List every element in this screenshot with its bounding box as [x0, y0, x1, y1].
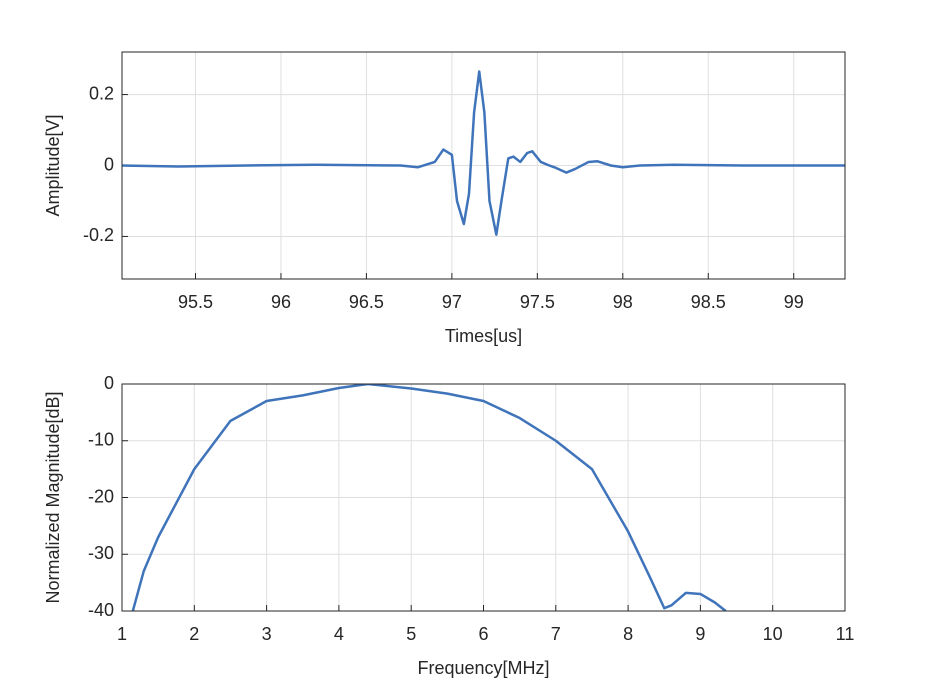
x-tick-label: 95.5: [178, 292, 213, 312]
x-tick-label: 3: [262, 624, 272, 644]
y-tick-label: -40: [88, 600, 114, 620]
data-line: [131, 384, 727, 611]
y-tick-label: -20: [88, 486, 114, 506]
data-line: [122, 70, 845, 236]
x-tick-label: 7: [551, 624, 561, 644]
y-tick-label: -0.2: [83, 225, 114, 245]
x-tick-label: 98: [613, 292, 633, 312]
x-tick-label: 1: [117, 624, 127, 644]
x-tick-label: 97.5: [520, 292, 555, 312]
x-tick-label: 6: [478, 624, 488, 644]
x-tick-label: 2: [189, 624, 199, 644]
x-tick-label: 10: [763, 624, 783, 644]
x-tick-label: 96: [271, 292, 291, 312]
x-tick-label: 5: [406, 624, 416, 644]
y-tick-label: -30: [88, 543, 114, 563]
x-tick-label: 4: [334, 624, 344, 644]
x-tick-label: 97: [442, 292, 462, 312]
y-tick-label: 0.2: [89, 83, 114, 103]
axes-box: [121, 51, 846, 280]
x-tick-label: 9: [695, 624, 705, 644]
x-axis-label: Times[us]: [445, 326, 522, 346]
x-axis-label: Frequency[MHz]: [417, 658, 549, 678]
x-tick-label: 11: [836, 624, 855, 644]
x-tick-label: 98.5: [691, 292, 726, 312]
y-tick-label: 0: [104, 154, 114, 174]
x-tick-label: 8: [623, 624, 633, 644]
y-tick-label: -10: [88, 430, 114, 450]
x-tick-label: 96.5: [349, 292, 384, 312]
y-axis-label: Amplitude[V]: [43, 114, 63, 216]
x-tick-label: 99: [784, 292, 804, 312]
axes: 1 2 3 4 5 6 7 8 9 10 11 -40 -30 -20 -10 0 Frequency[MHz]…: [43, 373, 855, 678]
axes-box: [121, 383, 846, 612]
y-tick-label: 0: [104, 373, 114, 393]
axes: 95.5 96 96.5 97 97.5 98 98.5 99 -0.2 0 0.2 Times[us…: [43, 51, 846, 346]
y-axis-label: Normalized Magnitude[dB]: [43, 391, 63, 603]
